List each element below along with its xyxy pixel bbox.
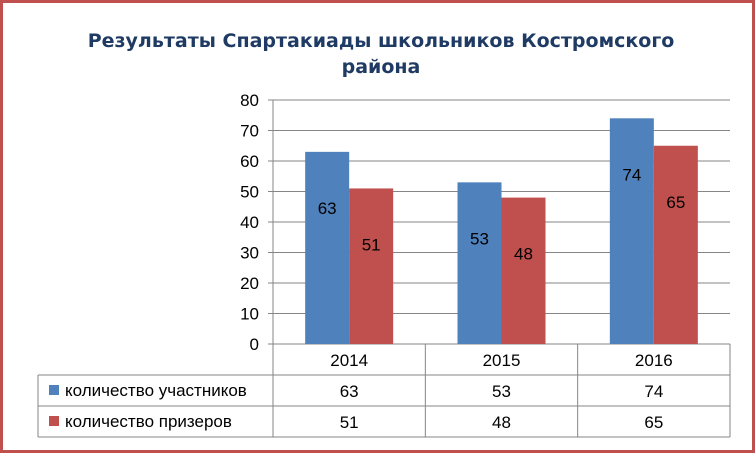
y-axis: 0 10 20 30 40 50 60 70 80 — [240, 91, 274, 354]
y-tick-label: 10 — [240, 305, 259, 324]
bar-2015-winners — [501, 197, 546, 344]
y-tick-label: 40 — [240, 213, 259, 232]
legend-series-name: количество призеров — [65, 412, 232, 431]
chart-canvas: Результаты Спартакиады школьников Костро… — [37, 30, 731, 438]
x-category-label: 2015 — [483, 351, 521, 370]
table-cell-value: 48 — [492, 413, 511, 432]
table-cell-value: 65 — [644, 413, 663, 432]
bar-2014-winners — [349, 188, 394, 344]
bar-2016-participants — [609, 118, 654, 344]
x-category-label: 2016 — [635, 351, 673, 370]
data-label: 51 — [362, 235, 381, 254]
y-tick-label: 20 — [240, 274, 259, 293]
bar-2014-participants — [305, 151, 350, 344]
bars — [305, 118, 698, 344]
data-label: 48 — [514, 245, 533, 264]
y-tick-label: 70 — [240, 122, 259, 141]
legend-swatch — [49, 385, 59, 395]
data-label: 74 — [622, 165, 641, 184]
legend-series-name: количество участников — [65, 381, 247, 400]
chart-title-line-2: района — [342, 56, 421, 78]
data-label: 65 — [666, 193, 685, 212]
data-labels: 63 51 53 48 74 65 — [318, 165, 686, 263]
y-tick-label: 30 — [240, 244, 259, 263]
bar-2016-winners — [653, 145, 698, 344]
y-tick-label: 50 — [240, 183, 259, 202]
data-table: 2014 2015 2016 количество участников 63 53 74 к… — [37, 344, 731, 438]
table-cell-value: 51 — [340, 413, 359, 432]
chart-title-line-1: Результаты Спартакиады школьников Костро… — [88, 30, 675, 52]
bar-2015-participants — [457, 182, 502, 344]
data-label: 53 — [470, 229, 489, 248]
x-category-label: 2014 — [330, 351, 368, 370]
legend-swatch — [49, 416, 59, 426]
y-tick-label: 80 — [240, 91, 259, 110]
y-tick-label: 60 — [240, 152, 259, 171]
data-label: 63 — [318, 199, 337, 218]
table-cell-value: 74 — [644, 382, 663, 401]
table-cell-value: 63 — [340, 382, 359, 401]
y-tick-label: 0 — [250, 335, 259, 354]
table-cell-value: 53 — [492, 382, 511, 401]
